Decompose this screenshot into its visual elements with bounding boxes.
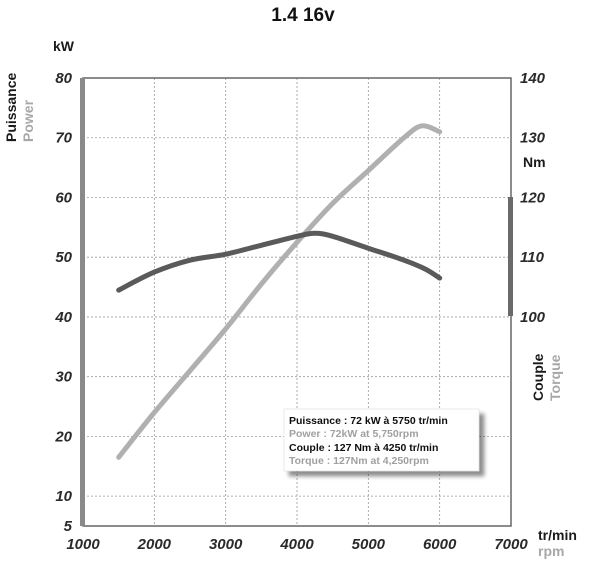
left-tick-label: 20 — [54, 428, 72, 445]
right-tick-label: 140 — [520, 70, 546, 87]
right-tick-labels: 100 110 120 130 140 — [520, 70, 546, 326]
left-axis-bar — [80, 78, 85, 526]
legend-box — [283, 408, 480, 472]
legend: Puissance : 72 kW à 5750 tr/min Power : … — [283, 408, 480, 472]
right-unit-label: Nm — [523, 154, 546, 170]
right-tick-label: 130 — [520, 130, 546, 147]
x-tick-label: 3000 — [209, 536, 243, 553]
left-tick-label: 50 — [55, 249, 72, 266]
left-tick-label: 5 — [64, 518, 73, 535]
power-curve — [116, 123, 443, 460]
left-tick-label: 80 — [55, 70, 72, 87]
x-tick-labels: 1000 2000 3000 4000 5000 6000 7000 — [66, 536, 528, 553]
legend-line-2: Power : 72kW at 5,750rpm — [289, 428, 419, 440]
torque-curve — [116, 230, 443, 293]
left-unit-label: kW — [53, 38, 75, 54]
chart-title: 1.4 16v — [271, 5, 335, 26]
x-tick-label: 1000 — [66, 536, 100, 553]
left-tick-label: 40 — [54, 309, 72, 326]
right-tick-label: 120 — [520, 189, 546, 206]
legend-line-1: Puissance : 72 kW à 5750 tr/min — [289, 415, 448, 427]
left-tick-label: 30 — [55, 369, 72, 386]
x-tick-label: 2000 — [137, 536, 172, 553]
x-tick-label: 6000 — [423, 536, 457, 553]
right-axis-label: Couple — [530, 353, 546, 401]
left-axis-label: Puissance — [3, 73, 19, 142]
legend-line-4: Torque : 127Nm at 4,250rpm — [289, 455, 429, 467]
curves — [116, 123, 443, 460]
left-tick-label: 10 — [55, 488, 72, 505]
legend-line-3: Couple : 127 Nm à 4250 tr/min — [289, 442, 438, 454]
left-tick-label: 60 — [55, 189, 72, 206]
right-tick-label: 110 — [520, 249, 545, 266]
right-axis-label-secondary: Torque — [547, 354, 563, 401]
right-tick-label: 100 — [520, 309, 546, 326]
left-axis-label-secondary: Power — [20, 99, 36, 142]
x-axis-label: tr/min — [538, 527, 577, 543]
left-tick-labels: 5 10 20 30 40 50 60 70 80 — [54, 70, 72, 535]
left-tick-label: 70 — [55, 130, 72, 147]
x-tick-label: 4000 — [279, 536, 314, 553]
right-axis-bar — [508, 197, 513, 316]
x-tick-label: 5000 — [352, 536, 386, 553]
x-tick-label: 7000 — [494, 536, 528, 553]
x-axis-label-secondary: rpm — [538, 543, 564, 559]
